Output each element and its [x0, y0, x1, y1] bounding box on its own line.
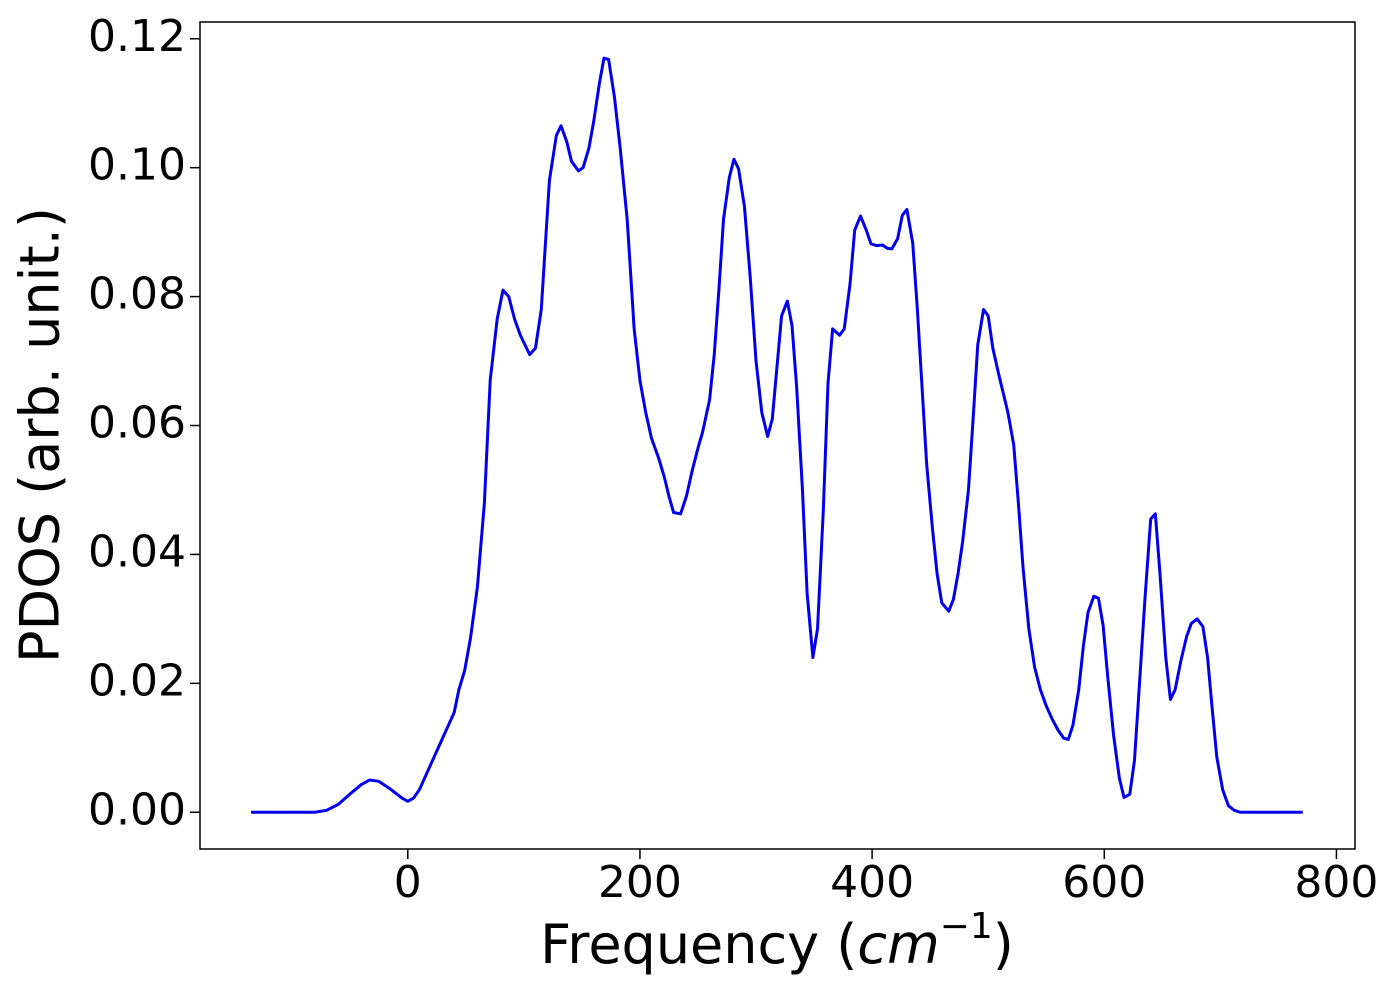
y-axis-label: PDOS (arb. unit.) — [9, 207, 72, 663]
data-line — [251, 56, 1303, 814]
y-tick-label: 0.04 — [88, 526, 186, 577]
x-tick-label: 800 — [1294, 857, 1378, 908]
y-tick-label: 0.02 — [88, 655, 186, 706]
y-tick-label: 0.12 — [88, 11, 186, 62]
x-tick-label: 400 — [830, 857, 914, 908]
x-label-part: cm — [857, 913, 939, 976]
x-tick-label: 0 — [394, 857, 422, 908]
x-tick-label: 600 — [1062, 857, 1146, 908]
y-tick-label: 0.08 — [88, 269, 186, 320]
x-tick-label: 200 — [598, 857, 682, 908]
y-tick-label: 0.00 — [88, 784, 186, 835]
x-label-part: −1 — [940, 906, 993, 947]
x-axis-label: Frequency (cm−1) — [540, 906, 1014, 976]
y-tick-label: 0.06 — [88, 398, 186, 449]
x-label-part: ) — [993, 913, 1014, 976]
x-label-part: Frequency ( — [540, 913, 857, 976]
plot-frame — [199, 21, 1356, 850]
y-tick-label: 0.10 — [88, 140, 186, 191]
